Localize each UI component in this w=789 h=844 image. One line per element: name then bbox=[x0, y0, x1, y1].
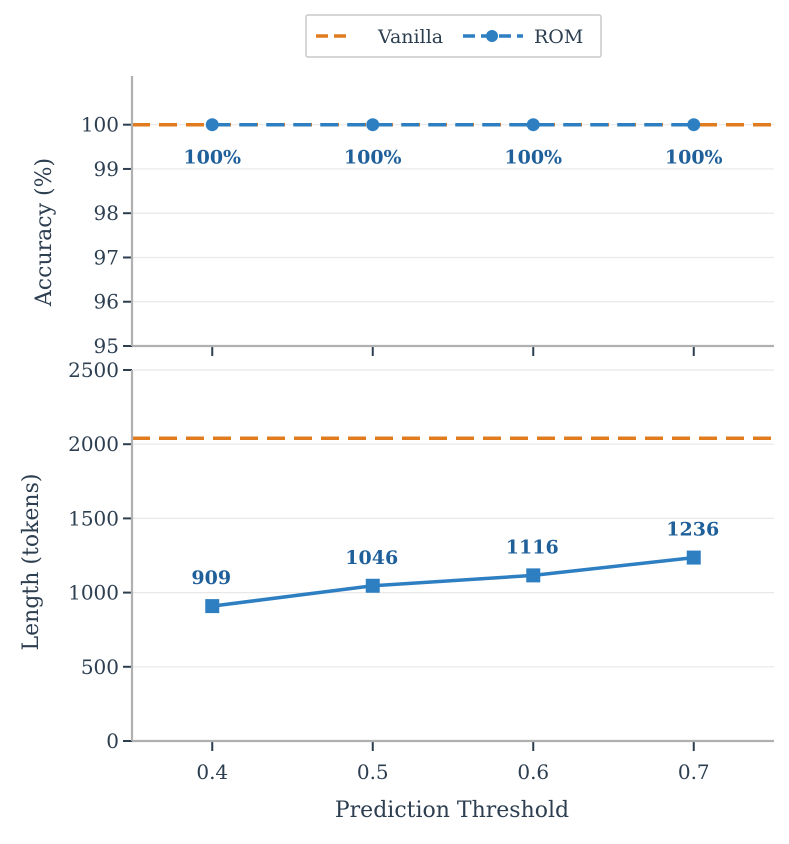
bottom-rom-data-label: 1236 bbox=[666, 519, 719, 541]
top-rom-data-label: 100% bbox=[504, 147, 562, 169]
top-y-tick-label: 97 bbox=[94, 245, 119, 269]
legend: Vanilla ROM bbox=[305, 14, 602, 58]
bottom-y-ticks: 0 500 1000 1500 2000 2500 bbox=[68, 358, 132, 753]
top-y-axis-label: Accuracy (%) bbox=[32, 158, 57, 307]
bottom-rom-point bbox=[526, 568, 541, 583]
bottom-panel: 0 500 1000 1500 2000 2500 0.4 0.5 0.6 0.7 909 104… bbox=[19, 358, 774, 823]
bottom-y-axis-label: Length (tokens) bbox=[19, 474, 44, 651]
top-rom-point bbox=[366, 118, 380, 132]
bottom-y-tick-label: 1000 bbox=[68, 581, 119, 605]
bottom-rom-point bbox=[365, 578, 380, 593]
top-y-tick-label: 100 bbox=[81, 113, 119, 137]
legend-rom-label: ROM bbox=[534, 26, 583, 48]
top-y-tick-label: 95 bbox=[94, 334, 119, 358]
bottom-x-tick-label: 0.6 bbox=[517, 760, 549, 784]
bottom-y-tick-label: 2500 bbox=[68, 358, 119, 382]
top-rom-data-label: 100% bbox=[344, 147, 402, 169]
bottom-rom-point bbox=[205, 599, 220, 614]
top-y-tick-label: 96 bbox=[94, 290, 119, 314]
x-axis-label: Prediction Threshold bbox=[335, 798, 569, 823]
legend-rom-marker bbox=[486, 30, 498, 42]
bottom-series: 909 1046 1116 1236 bbox=[132, 436, 774, 614]
top-series: 100% 100% 100% 100% bbox=[132, 118, 774, 169]
bottom-rom-data-label: 1116 bbox=[506, 536, 559, 558]
top-panel: 95 96 97 98 99 100 100% 100% 100% 100% Accuracy … bbox=[32, 76, 774, 358]
top-y-tick-label: 99 bbox=[94, 157, 119, 181]
bottom-y-tick-label: 500 bbox=[81, 655, 119, 679]
top-y-tick-label: 98 bbox=[94, 201, 119, 225]
top-rom-data-label: 100% bbox=[665, 147, 723, 169]
top-x-ticks bbox=[211, 346, 695, 356]
bottom-x-tick-label: 0.4 bbox=[196, 760, 228, 784]
bottom-rom-line bbox=[212, 555, 694, 608]
top-rom-data-label: 100% bbox=[183, 147, 241, 169]
top-y-ticks: 95 96 97 98 99 100 bbox=[81, 113, 132, 358]
legend-frame bbox=[305, 14, 602, 58]
top-rom-point bbox=[526, 118, 540, 132]
bottom-rom-data-label: 909 bbox=[191, 567, 231, 589]
bottom-x-tick-label: 0.5 bbox=[357, 760, 389, 784]
bottom-y-tick-label: 1500 bbox=[68, 506, 119, 530]
bottom-y-tick-label: 2000 bbox=[68, 432, 119, 456]
bottom-rom-data-label: 1046 bbox=[345, 547, 398, 569]
legend-vanilla-label: Vanilla bbox=[377, 26, 443, 48]
bottom-y-tick-label: 0 bbox=[106, 729, 119, 753]
bottom-x-ticks: 0.4 0.5 0.6 0.7 bbox=[196, 741, 710, 784]
bottom-rom-point bbox=[686, 550, 701, 565]
bottom-x-tick-label: 0.7 bbox=[678, 760, 710, 784]
top-rom-point bbox=[205, 118, 219, 132]
bottom-gridlines bbox=[132, 369, 774, 742]
top-rom-point bbox=[687, 118, 701, 132]
